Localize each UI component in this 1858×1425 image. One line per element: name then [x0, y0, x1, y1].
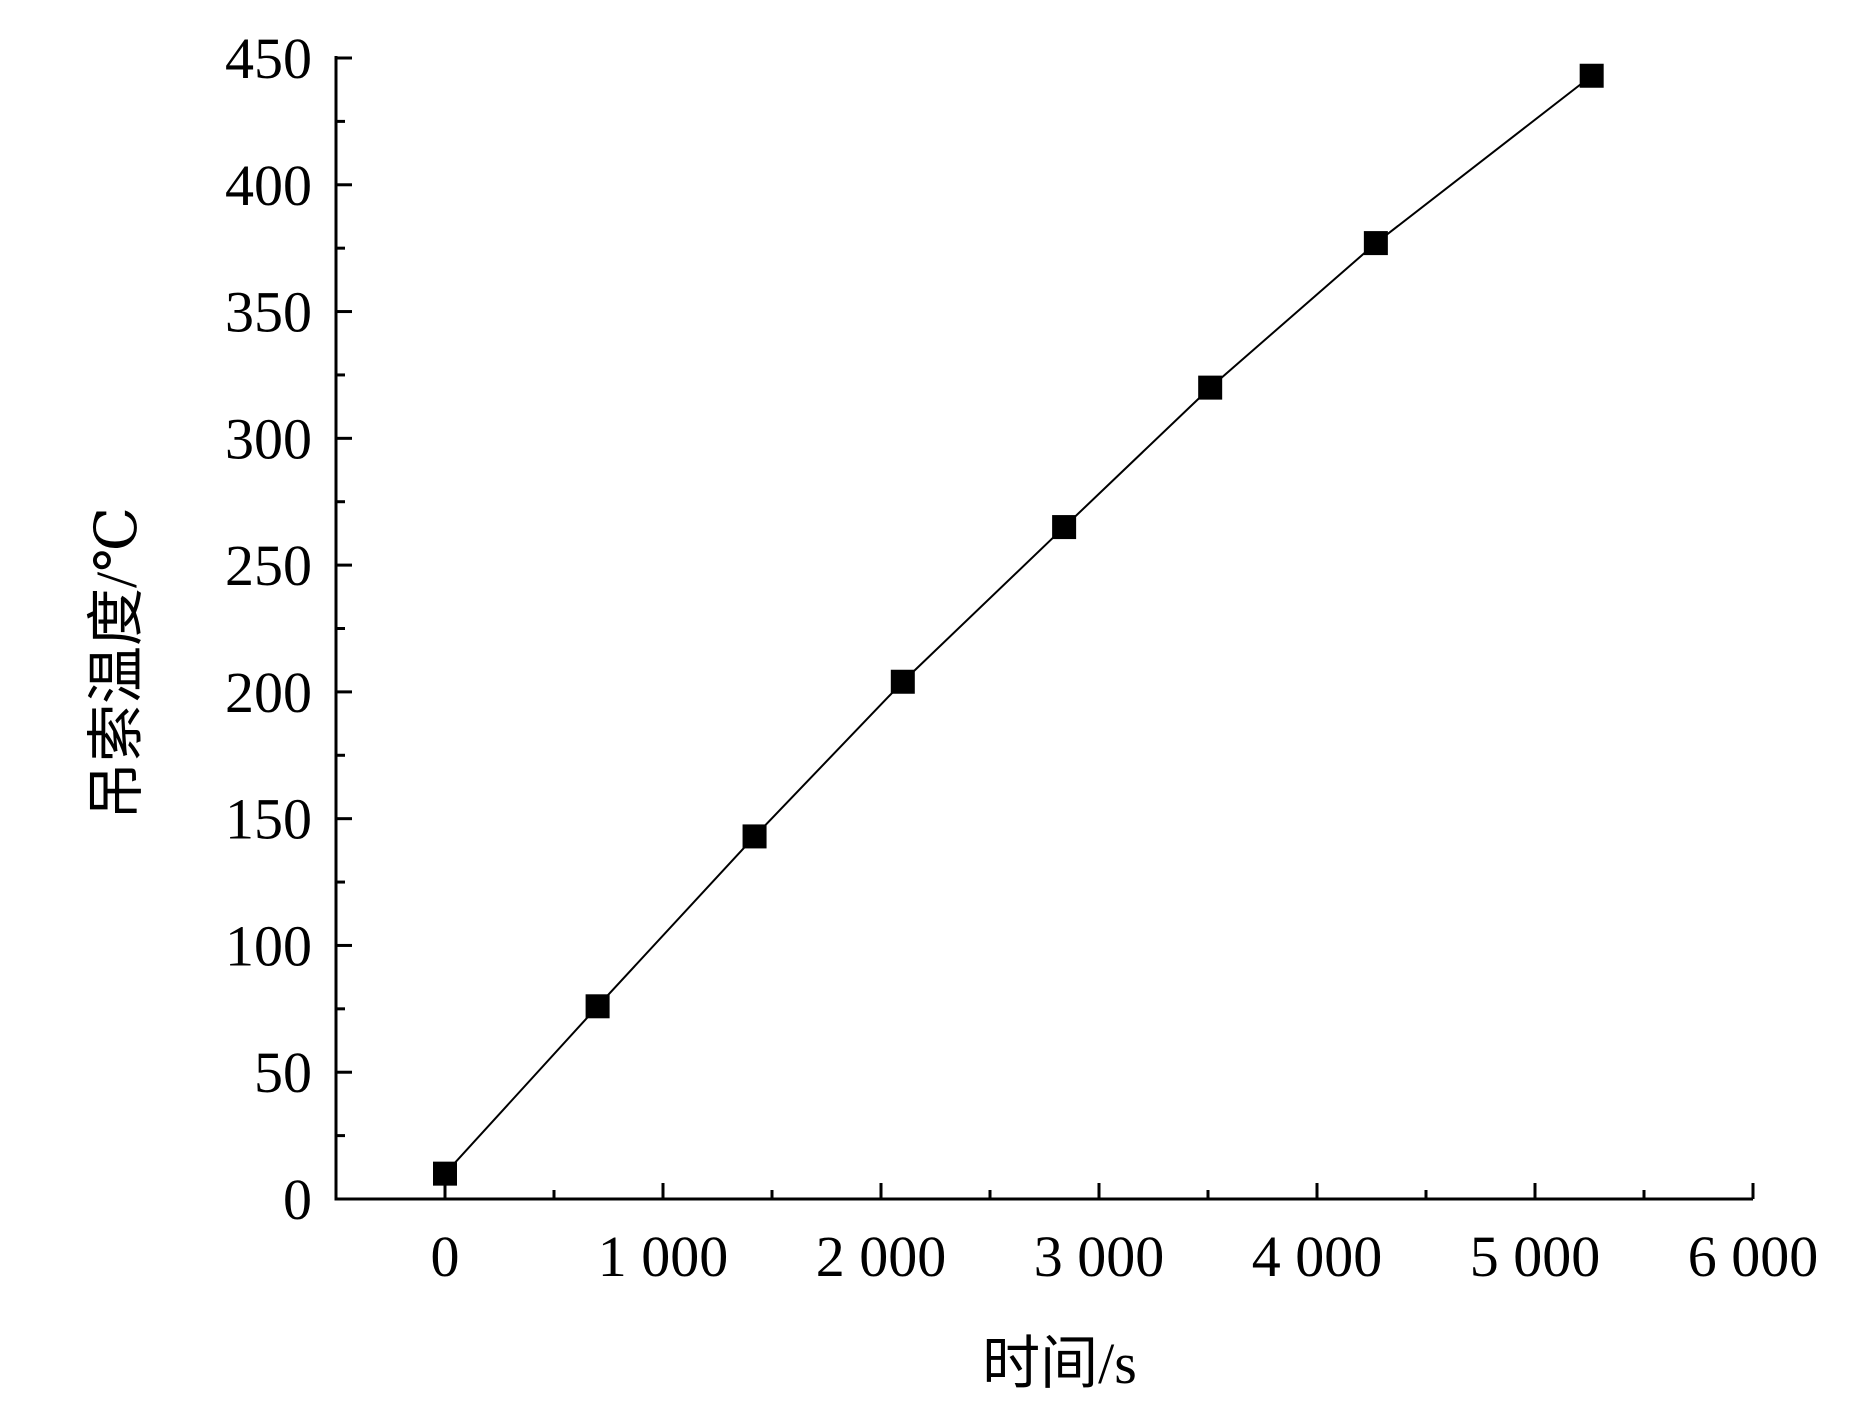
- data-point-marker: [1579, 63, 1604, 88]
- x-axis-title: 时间/s: [982, 1331, 1137, 1396]
- x-tick-label: 1 000: [598, 1224, 729, 1289]
- y-tick-label: 200: [225, 660, 312, 725]
- y-tick-label: 150: [225, 787, 312, 852]
- data-point-marker: [1363, 231, 1388, 256]
- x-tick-label: 3 000: [1034, 1224, 1165, 1289]
- x-tick-label: 5 000: [1470, 1224, 1601, 1289]
- y-ticks: 0 50 100 150 200 250 300 350 400 450: [225, 26, 352, 1232]
- y-axis-title: 吊索温度/℃: [84, 507, 149, 820]
- y-tick-label: 250: [225, 533, 312, 598]
- x-tick-label: 2 000: [816, 1224, 947, 1289]
- series-line: [444, 74, 1593, 1175]
- y-tick-label: 400: [225, 153, 312, 218]
- data-point-marker: [433, 1161, 457, 1186]
- y-tick-label: 350: [225, 280, 312, 345]
- x-ticks: 0 1 000 2 000 3 000 4 000 5 000 6 000: [431, 1183, 1819, 1289]
- data-point-marker: [742, 824, 767, 849]
- axes: [334, 56, 1753, 1201]
- x-tick-label: 6 000: [1688, 1224, 1819, 1289]
- x-tick-label: 4 000: [1252, 1224, 1383, 1289]
- data-point-marker: [1198, 375, 1223, 400]
- series: [433, 63, 1604, 1186]
- y-tick-label: 100: [225, 913, 312, 978]
- y-tick-label: 0: [283, 1167, 312, 1232]
- x-tick-label: 0: [431, 1224, 460, 1289]
- y-tick-label: 450: [225, 26, 312, 91]
- data-point-marker: [890, 669, 915, 694]
- data-point-marker: [1052, 515, 1077, 540]
- data-point-marker: [585, 994, 610, 1019]
- y-tick-label: 300: [225, 406, 312, 471]
- y-tick-label: 50: [254, 1040, 312, 1105]
